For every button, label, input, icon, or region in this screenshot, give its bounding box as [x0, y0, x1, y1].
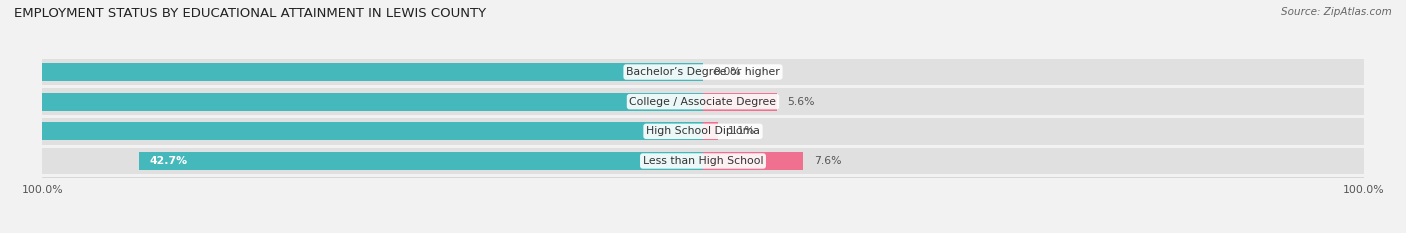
- Bar: [0, 63, 703, 81]
- Bar: [703, 152, 803, 170]
- Text: College / Associate Degree: College / Associate Degree: [630, 97, 776, 107]
- Bar: [0, 122, 703, 140]
- Bar: [703, 122, 717, 140]
- Bar: [139, 152, 703, 170]
- Bar: [42, 118, 1364, 145]
- Text: Source: ZipAtlas.com: Source: ZipAtlas.com: [1281, 7, 1392, 17]
- Bar: [42, 88, 1364, 115]
- Text: 7.6%: 7.6%: [814, 156, 842, 166]
- Text: EMPLOYMENT STATUS BY EDUCATIONAL ATTAINMENT IN LEWIS COUNTY: EMPLOYMENT STATUS BY EDUCATIONAL ATTAINM…: [14, 7, 486, 20]
- Bar: [42, 59, 1364, 85]
- Text: 0.0%: 0.0%: [714, 67, 741, 77]
- Text: Bachelor’s Degree or higher: Bachelor’s Degree or higher: [626, 67, 780, 77]
- Text: 42.7%: 42.7%: [149, 156, 187, 166]
- Text: 1.1%: 1.1%: [728, 126, 755, 136]
- Text: High School Diploma: High School Diploma: [647, 126, 759, 136]
- Bar: [42, 148, 1364, 174]
- Bar: [703, 93, 778, 111]
- Text: 5.6%: 5.6%: [787, 97, 815, 107]
- Text: Less than High School: Less than High School: [643, 156, 763, 166]
- Bar: [0, 93, 703, 111]
